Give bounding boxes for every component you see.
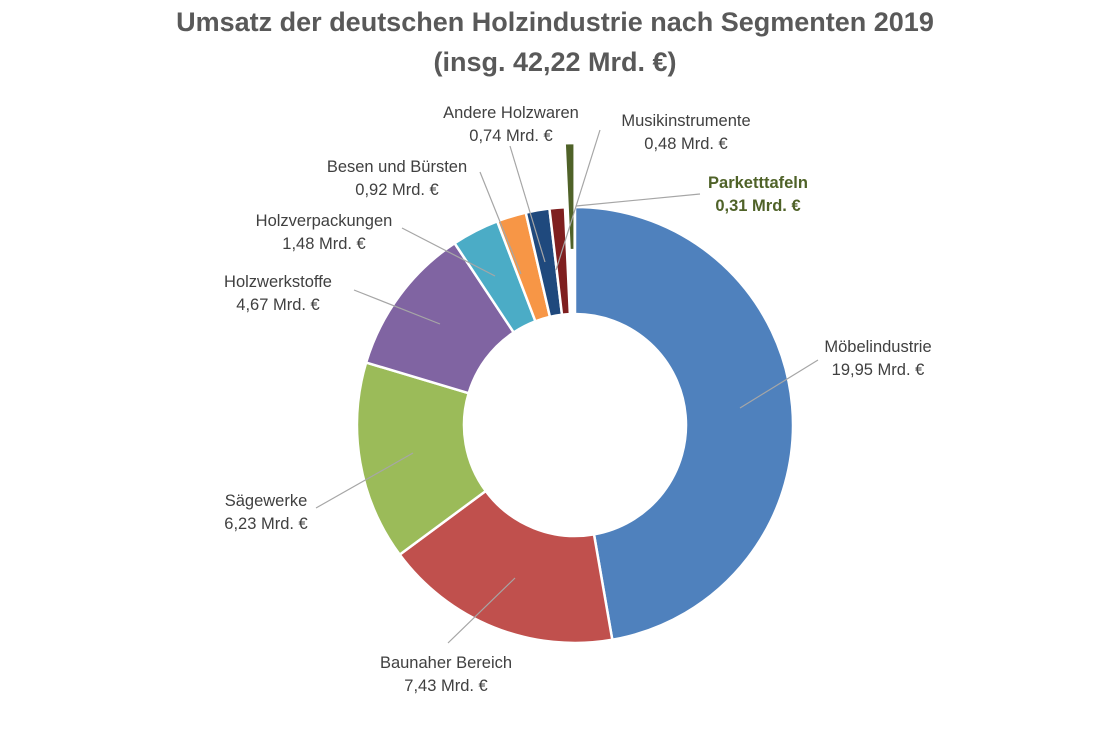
data-label: Holzverpackungen 1,48 Mrd. € (256, 212, 393, 253)
data-label-value: 6,23 Mrd. € (224, 515, 307, 533)
data-label-category: Musikinstrumente (621, 112, 750, 130)
leader-line (315, 452, 414, 509)
data-label-category: Holzverpackungen (256, 212, 393, 230)
chart-title: Umsatz der deutschen Holzindustrie nach … (0, 2, 1110, 82)
data-label: Andere Holzwaren 0,74 Mrd. € (443, 104, 579, 145)
data-label: Sägewerke 6,23 Mrd. € (224, 492, 307, 533)
data-label: Musikinstrumente 0,48 Mrd. € (621, 112, 750, 153)
leader-line (575, 193, 701, 207)
data-label-category: Besen und Bürsten (327, 158, 467, 176)
leader-line (555, 129, 601, 271)
leader-line (479, 171, 522, 275)
slice-möbelindustrie (573, 205, 795, 642)
leader-line (509, 145, 546, 263)
chart-title-line2: (insg. 42,22 Mrd. €) (433, 47, 677, 77)
data-label: Baunaher Bereich 7,43 Mrd. € (380, 654, 512, 695)
slice-parketttafeln (563, 141, 576, 252)
chart-title-line1: Umsatz der deutschen Holzindustrie nach … (176, 7, 934, 37)
data-label-value: 0,74 Mrd. € (469, 127, 552, 145)
leader-line (447, 577, 516, 644)
data-label-value: 0,92 Mrd. € (355, 181, 438, 199)
data-label-value: 7,43 Mrd. € (404, 677, 487, 695)
slice-baunaher-bereich (397, 489, 614, 645)
data-label: Besen und Bürsten 0,92 Mrd. € (327, 158, 467, 199)
data-label-category: Holzwerkstoffe (224, 273, 332, 291)
data-label-value: 0,48 Mrd. € (644, 135, 727, 153)
slice-sägewerke (355, 360, 488, 557)
data-label-category: Parketttafeln (708, 174, 808, 192)
data-label: Parketttafeln 0,31 Mrd. € (708, 174, 808, 215)
leader-line (739, 359, 819, 409)
data-label-value: 0,31 Mrd. € (715, 197, 800, 215)
data-label: Holzwerkstoffe 4,67 Mrd. € (224, 273, 332, 314)
data-label-category: Sägewerke (225, 492, 308, 510)
slice-musikinstrumente (548, 205, 572, 317)
leader-line (353, 289, 441, 325)
data-label-value: 19,95 Mrd. € (832, 361, 925, 379)
data-label-category: Andere Holzwaren (443, 104, 579, 122)
data-label-value: 4,67 Mrd. € (236, 296, 319, 314)
leader-line (401, 227, 496, 277)
data-label-value: 1,48 Mrd. € (282, 235, 365, 253)
data-label-category: Baunaher Bereich (380, 654, 512, 672)
data-label-category: Möbelindustrie (824, 338, 931, 356)
data-label: Möbelindustrie 19,95 Mrd. € (824, 338, 931, 379)
